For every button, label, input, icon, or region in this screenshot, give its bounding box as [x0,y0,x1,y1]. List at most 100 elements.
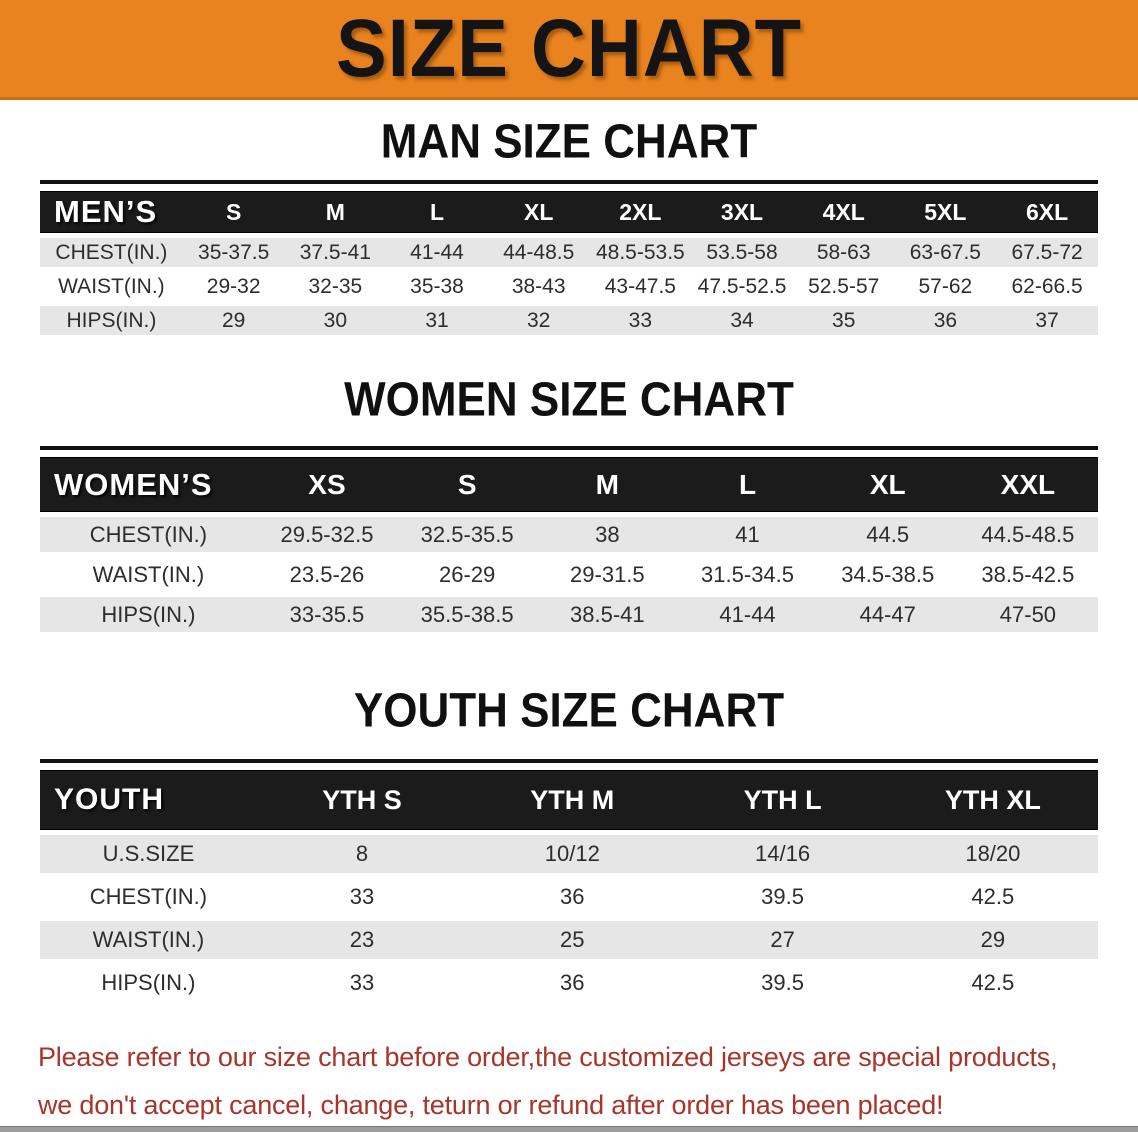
size-cell: 57-62 [894,272,997,301]
size-cell: 10/12 [467,835,678,873]
table-row: CHEST(IN.) 35-37.5 37.5-41 41-44 44-48.5 48.5… [40,238,1098,267]
column-header-6xl: 6XL [996,191,1098,233]
size-cell: 33 [589,306,692,335]
youth-heading-text: YOUTH SIZE CHART [353,683,785,738]
size-cell: 48.5-53.5 [589,238,692,267]
table-row: WAIST(IN.) 23.5-26 26-29 29-31.5 31.5-34.5 34… [40,557,1098,592]
size-cell: 23.5-26 [256,557,398,592]
size-cell: 29-31.5 [537,557,678,592]
column-header-2xl: 2XL [589,191,692,233]
size-cell: 43-47.5 [589,272,692,301]
size-cell: 33-35.5 [256,597,398,632]
size-cell: 36 [467,964,678,1002]
size-cell: 52.5-57 [792,272,895,301]
women-heading: WOMEN SIZE CHART [0,372,1138,427]
youth-table-top-border [40,759,1098,763]
size-cell: 58-63 [792,238,895,267]
size-cell: 41-44 [677,597,818,632]
column-header-m: M [537,457,678,512]
row-label: WAIST(IN.) [40,921,257,959]
column-header-yth-xl: YTH XL [887,770,1098,830]
women-heading-text: WOMEN SIZE CHART [344,372,794,427]
size-cell: 37.5-41 [284,238,387,267]
size-cell: 33 [256,878,468,916]
column-header-xxl: XXL [957,457,1098,512]
size-cell: 35.5-38.5 [397,597,538,632]
row-label: CHEST(IN.) [40,238,183,267]
size-cell: 31.5-34.5 [677,557,818,592]
size-cell: 34.5-38.5 [817,557,958,592]
table-row: HIPS(IN.) 33 36 39.5 42.5 [40,964,1098,1002]
row-label: HIPS(IN.) [40,306,183,335]
column-header-3xl: 3XL [691,191,793,233]
size-cell: 34 [691,306,793,335]
size-cell: 27 [677,921,888,959]
women-header-row: WOMEN’S XS S M L XL XXL [40,457,1098,512]
size-cell: 42.5 [887,878,1098,916]
size-cell: 67.5-72 [996,238,1098,267]
size-cell: 39.5 [677,878,888,916]
size-cell: 42.5 [887,964,1098,1002]
table-row: CHEST(IN.) 33 36 39.5 42.5 [40,878,1098,916]
row-label: CHEST(IN.) [40,878,257,916]
table-row: WAIST(IN.) 29-32 32-35 35-38 38-43 43-47.5 47.… [40,272,1098,301]
size-cell: 32.5-35.5 [397,517,538,552]
size-cell: 37 [996,306,1098,335]
size-cell: 14/16 [677,835,888,873]
men-table-top-border [40,180,1098,184]
size-cell: 38 [537,517,678,552]
bottom-edge-strip [0,1126,1138,1132]
size-cell: 39.5 [677,964,888,1002]
size-cell: 32-35 [284,272,387,301]
section-women: WOMEN SIZE CHART WOMEN’S XS S M L XL XXL CHEST(I… [0,372,1138,637]
size-cell: 38-43 [487,272,590,301]
column-header-xs: XS [256,457,398,512]
column-header-yth-l: YTH L [677,770,888,830]
size-cell: 44.5-48.5 [957,517,1098,552]
women-table-top-border [40,446,1098,450]
row-label: HIPS(IN.) [40,597,257,632]
table-row: HIPS(IN.) 29 30 31 32 33 34 35 36 37 [40,306,1098,335]
size-cell: 32 [487,306,590,335]
size-cell: 26-29 [397,557,538,592]
men-table-label: MEN’S [40,191,183,233]
column-header-xl: XL [487,191,590,233]
youth-size-table: YOUTH YTH S YTH M YTH L YTH XL U.S.SIZE 8 10/12… [40,765,1098,1007]
size-cell: 38.5-42.5 [957,557,1098,592]
size-chart-sections: MAN SIZE CHART MEN’S S M L XL 2XL 3XL 4XL 5XL 6XL C… [0,114,1138,1007]
banner-title: SIZE CHART [336,2,802,95]
size-cell: 29 [182,306,285,335]
row-label: CHEST(IN.) [40,517,257,552]
size-cell: 44-47 [817,597,958,632]
disclaimer-line1: Please refer to our size chart before or… [38,1042,1058,1072]
column-header-l: L [677,457,818,512]
women-table-label: WOMEN’S [40,457,257,512]
size-cell: 47.5-52.5 [691,272,793,301]
size-cell: 8 [256,835,468,873]
men-header-row: MEN’S S M L XL 2XL 3XL 4XL 5XL 6XL [40,191,1098,233]
column-header-m: M [284,191,387,233]
size-cell: 18/20 [887,835,1098,873]
men-heading-text: MAN SIZE CHART [380,114,758,169]
table-row: HIPS(IN.) 33-35.5 35.5-38.5 38.5-41 41-44 44-… [40,597,1098,632]
section-men: MAN SIZE CHART MEN’S S M L XL 2XL 3XL 4XL 5XL 6XL C… [0,114,1138,340]
row-label: HIPS(IN.) [40,964,257,1002]
size-cell: 62-66.5 [996,272,1098,301]
size-cell: 36 [894,306,997,335]
men-size-table: MEN’S S M L XL 2XL 3XL 4XL 5XL 6XL CHEST(IN.) 35-37… [40,186,1098,340]
row-label: U.S.SIZE [40,835,257,873]
column-header-yth-m: YTH M [467,770,678,830]
disclaimer: Please refer to our size chart before or… [0,1033,1138,1129]
table-row: U.S.SIZE 8 10/12 14/16 18/20 [40,835,1098,873]
size-cell: 25 [467,921,678,959]
size-cell: 36 [467,878,678,916]
size-cell: 33 [256,964,468,1002]
size-cell: 44-48.5 [487,238,590,267]
youth-heading: YOUTH SIZE CHART [0,683,1138,738]
size-cell: 38.5-41 [537,597,678,632]
size-cell: 23 [256,921,468,959]
column-header-s: S [397,457,538,512]
size-cell: 47-50 [957,597,1098,632]
column-header-yth-s: YTH S [256,770,468,830]
disclaimer-line2: we don't accept cancel, change, teturn o… [38,1090,944,1120]
